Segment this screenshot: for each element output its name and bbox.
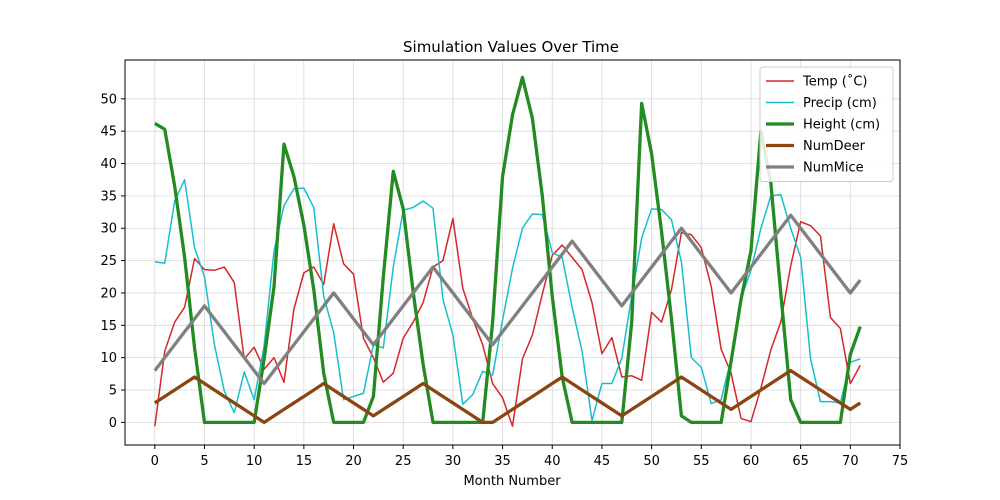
x-tick-label: 70 [842, 454, 859, 469]
y-tick-label: 30 [100, 222, 117, 237]
x-axis: 0 5 10 15 20 25 30 35 40 45 50 55 60 65 70 75 [151, 445, 909, 469]
x-tick-label: 35 [494, 454, 511, 469]
x-tick-label: 65 [792, 454, 809, 469]
y-tick-label: 35 [100, 189, 117, 204]
x-tick-label: 40 [544, 454, 561, 469]
series-line-numdeer [153, 368, 862, 425]
x-tick-label: 45 [594, 454, 611, 469]
y-tick-label: 20 [100, 286, 117, 301]
chart-title: Simulation Values Over Time [403, 38, 619, 56]
legend-box [759, 66, 894, 182]
x-tick-label: 60 [743, 454, 760, 469]
x-axis-label: Month Number [463, 474, 561, 489]
series-layer [153, 75, 862, 427]
x-tick-label: 15 [296, 454, 313, 469]
y-tick-label: 25 [100, 254, 117, 269]
x-tick-label: 0 [151, 454, 159, 469]
y-tick-label: 45 [100, 125, 117, 140]
plot-frame [124, 59, 901, 446]
legend-label-nummice: NumMice [803, 161, 864, 176]
x-tick-label: 55 [693, 454, 710, 469]
y-axis: 0 5 10 15 20 25 30 35 40 45 50 [100, 92, 125, 431]
y-tick-label: 0 [109, 416, 117, 431]
legend: Temp (˚C) Precip (cm) Height (cm) NumDeer Nu… [759, 66, 894, 182]
x-tick-label: 30 [445, 454, 462, 469]
legend-label-temp-c: Temp (˚C) [802, 74, 868, 90]
y-tick-label: 40 [100, 157, 117, 172]
series-line-nummice [153, 213, 862, 386]
x-tick-label: 10 [246, 454, 263, 469]
x-tick-label: 25 [395, 454, 412, 469]
y-tick-label: 5 [109, 384, 117, 399]
y-tick-label: 50 [100, 92, 117, 107]
y-tick-label: 15 [100, 319, 117, 334]
x-tick-label: 50 [643, 454, 660, 469]
x-tick-label: 5 [200, 454, 208, 469]
x-tick-label: 20 [345, 454, 362, 469]
series-line-height-cm [153, 75, 862, 425]
legend-label-height-cm: Height (cm) [803, 118, 880, 133]
legend-label-numdeer: NumDeer [803, 139, 866, 154]
x-tick-label: 75 [892, 454, 909, 469]
y-tick-label: 10 [100, 351, 117, 366]
legend-label-precip-cm: Precip (cm) [803, 96, 877, 111]
